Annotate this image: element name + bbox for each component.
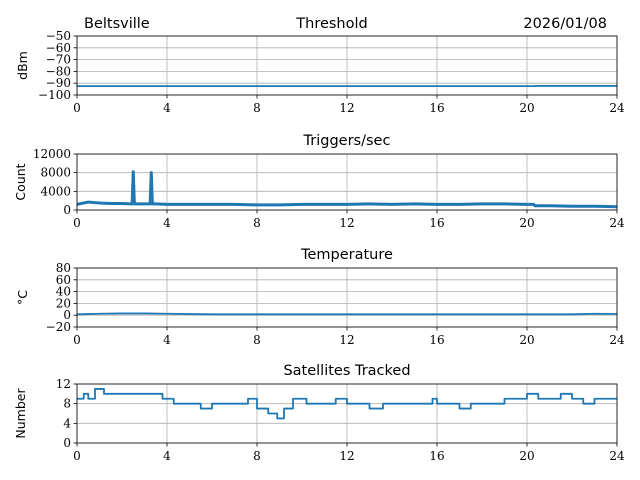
chart-title: Temperature bbox=[300, 247, 393, 263]
y-tick-label: −20 bbox=[46, 320, 71, 334]
y-tick-label: 12000 bbox=[33, 147, 71, 161]
y-axis-label: Count bbox=[13, 163, 28, 200]
x-tick-label: 0 bbox=[73, 101, 81, 115]
y-tick-label: 12 bbox=[56, 377, 71, 391]
x-tick-label: 16 bbox=[429, 216, 444, 230]
series-line-2-1 bbox=[76, 170, 618, 209]
y-tick-label: 40 bbox=[56, 285, 71, 299]
x-tick-label: 8 bbox=[253, 216, 261, 230]
y-tick-label: −90 bbox=[46, 76, 71, 90]
x-tick-label: 24 bbox=[609, 333, 625, 347]
series-line-3-1 bbox=[76, 312, 618, 316]
x-tick-label: 12 bbox=[339, 449, 354, 463]
x-tick-label: 24 bbox=[609, 101, 625, 115]
x-tick-label: 24 bbox=[609, 216, 625, 230]
x-tick-label: 4 bbox=[163, 101, 171, 115]
header-title: Threshold bbox=[295, 16, 367, 32]
x-tick-label: 16 bbox=[429, 449, 444, 463]
y-tick-label: 8 bbox=[63, 397, 71, 411]
x-tick-label: 8 bbox=[253, 449, 261, 463]
y-tick-label: 20 bbox=[56, 296, 71, 310]
x-tick-label: 16 bbox=[429, 101, 444, 115]
y-tick-label: 4000 bbox=[40, 184, 71, 198]
x-tick-label: 12 bbox=[339, 101, 354, 115]
x-tick-label: 16 bbox=[429, 333, 444, 347]
header-location: Beltsville bbox=[84, 16, 150, 32]
header-date: 2026/01/08 bbox=[523, 16, 607, 32]
x-tick-label: 20 bbox=[519, 449, 534, 463]
x-tick-label: 24 bbox=[609, 449, 625, 463]
chart-panel-1: 0 4 8 12 16 20 24 −100−90−80−70−60−50 dBm bbox=[15, 29, 625, 115]
x-tick-label: 12 bbox=[339, 216, 354, 230]
x-tick-label: 8 bbox=[253, 101, 261, 115]
x-tick-label: 4 bbox=[163, 216, 171, 230]
y-tick-label: −80 bbox=[46, 64, 71, 78]
series-line-4-1 bbox=[77, 388, 617, 420]
x-tick-label: 20 bbox=[519, 333, 534, 347]
y-axis-label: °C bbox=[15, 290, 30, 305]
x-tick-label: 0 bbox=[73, 449, 81, 463]
y-tick-label: 4 bbox=[63, 416, 71, 430]
y-tick-label: −100 bbox=[38, 88, 71, 102]
chart-panel-2: 0 4 8 12 16 20 24 0 4000 8000 12000 Triggers/sec Cou… bbox=[13, 133, 625, 230]
chart-panel-4: 0 4 8 12 16 20 24 0 4 8 12 Satellites Tracked Number bbox=[13, 363, 625, 463]
y-tick-label: −60 bbox=[46, 41, 71, 55]
y-tick-label: −70 bbox=[46, 53, 71, 67]
x-tick-label: 4 bbox=[163, 333, 171, 347]
x-tick-label: 20 bbox=[519, 216, 534, 230]
x-tick-label: 20 bbox=[519, 101, 534, 115]
chart-title: Triggers/sec bbox=[303, 133, 391, 149]
x-tick-label: 0 bbox=[73, 333, 81, 347]
chart-panels: 0 4 8 12 16 20 24 −100−90−80−70−60−50 dBm 0 4 8 12 16… bbox=[13, 29, 625, 463]
y-axis-label: Number bbox=[13, 388, 28, 439]
y-tick-label: −50 bbox=[46, 29, 71, 43]
x-tick-label: 4 bbox=[163, 449, 171, 463]
x-tick-label: 12 bbox=[339, 333, 354, 347]
y-axis-label: dBm bbox=[15, 51, 30, 80]
y-tick-label: 0 bbox=[63, 308, 71, 322]
y-tick-label: 80 bbox=[56, 261, 71, 275]
y-tick-label: 0 bbox=[63, 203, 71, 217]
chart-title: Satellites Tracked bbox=[283, 363, 410, 379]
y-tick-label: 60 bbox=[56, 273, 71, 287]
x-tick-label: 0 bbox=[73, 216, 81, 230]
x-tick-label: 8 bbox=[253, 333, 261, 347]
y-tick-label: 0 bbox=[63, 436, 71, 450]
y-tick-label: 8000 bbox=[40, 166, 71, 180]
